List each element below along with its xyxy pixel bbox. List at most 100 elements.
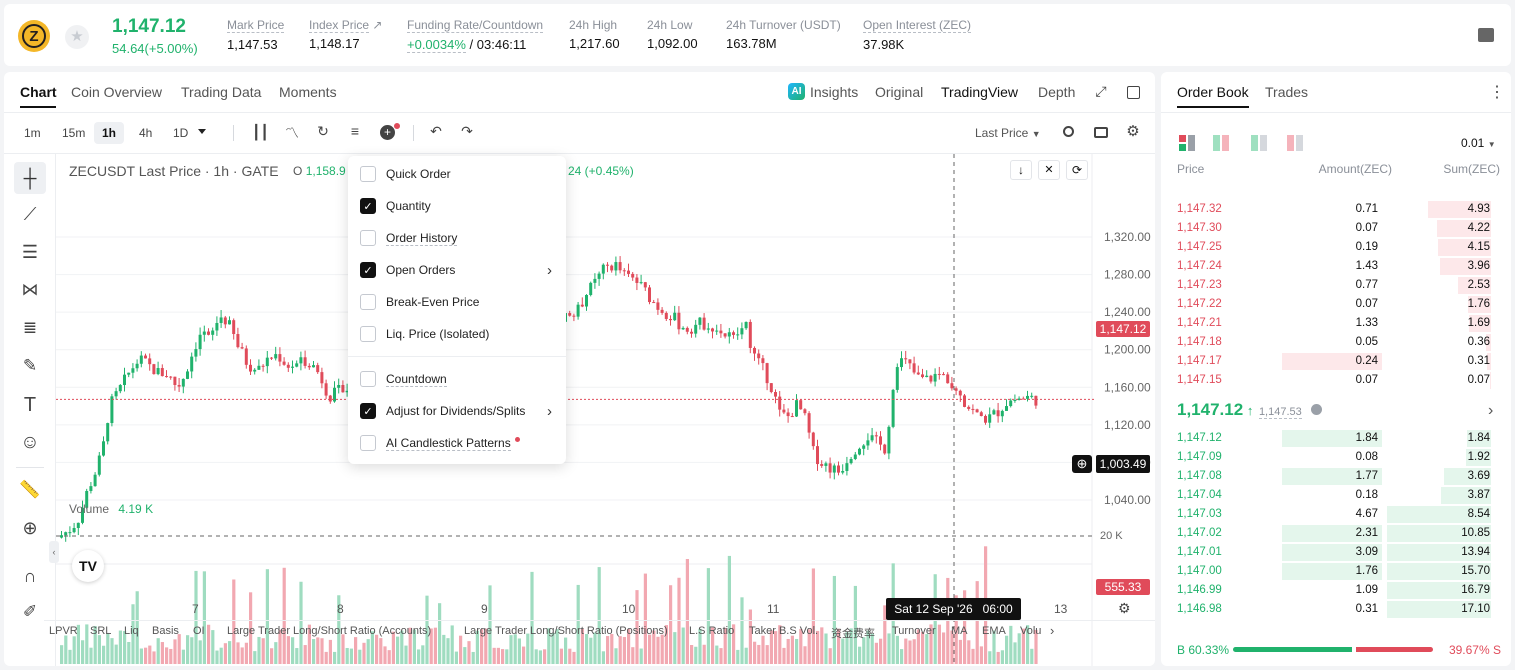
indicator-tab[interactable]: OI xyxy=(193,625,205,637)
indicator-tab[interactable]: Volu xyxy=(1020,625,1042,637)
replay-icon[interactable]: ↻ xyxy=(317,123,329,139)
fib-tool-icon[interactable]: ≣ xyxy=(22,318,38,337)
view-both-icon[interactable] xyxy=(1179,135,1195,151)
checkbox[interactable] xyxy=(360,326,376,342)
menu-item-order-history[interactable]: Order History xyxy=(348,222,566,254)
text-tool-icon[interactable]: T xyxy=(23,394,37,416)
indicator-tab[interactable]: Large Trader Long/Short Ratio (Positions… xyxy=(464,625,668,637)
indicator-tab[interactable]: 资金费率 xyxy=(831,628,875,640)
chart-settings-icon[interactable]: ⚙ xyxy=(1118,600,1131,616)
price-chart[interactable]: 1,320.00 1,280.00 1,240.00 1,200.00 1,160.00… xyxy=(56,154,1155,666)
tab-coin-overview[interactable]: Coin Overview xyxy=(71,84,163,100)
mid-price[interactable]: 1,147.12 ↑ 1,147.53 xyxy=(1177,400,1323,420)
window-icon[interactable] xyxy=(1127,86,1140,99)
settings-gear-icon[interactable]: ⚙ xyxy=(1126,123,1140,140)
checkbox[interactable] xyxy=(360,294,376,310)
checkbox[interactable] xyxy=(360,166,376,182)
pattern-tool-icon[interactable]: ⋈ xyxy=(21,280,39,299)
zoom-in-tool-icon[interactable]: ⊕ xyxy=(22,518,38,538)
interval-1m[interactable]: 1m xyxy=(24,126,41,140)
more-options-icon[interactable]: ⋮ xyxy=(1489,84,1505,101)
crosshair-add-icon[interactable]: ⊕ xyxy=(1072,455,1092,473)
bid-row[interactable]: 1,147.03 4.67 8.54 xyxy=(1161,505,1501,524)
interval-1h[interactable]: 1h xyxy=(94,122,125,144)
bid-row[interactable]: 1,147.08 1.77 3.69 xyxy=(1161,467,1501,486)
eraser-tool-icon[interactable]: ✐ xyxy=(22,602,38,621)
indicator-tab[interactable]: EMA xyxy=(982,625,1006,637)
camera-icon[interactable] xyxy=(1094,127,1108,138)
templates-icon[interactable]: ≡ xyxy=(350,123,360,139)
ask-row[interactable]: 1,147.23 0.77 2.53 xyxy=(1161,276,1501,295)
tab-moments[interactable]: Moments xyxy=(279,84,337,100)
book-icon[interactable] xyxy=(1478,28,1494,42)
bid-row[interactable]: 1,147.04 0.18 3.87 xyxy=(1161,486,1501,505)
menu-item-liq-price[interactable]: Liq. Price (Isolated) xyxy=(348,318,566,350)
ask-row[interactable]: 1,147.24 1.43 3.96 xyxy=(1161,257,1501,276)
indicator-tab[interactable]: Large Trader Long/Short Ratio (Accounts) xyxy=(227,625,432,637)
view-insights[interactable]: Insights xyxy=(810,84,859,100)
stat-index-price[interactable]: Index Price ↗ 1,148.17 xyxy=(309,18,383,51)
candle-type-icon[interactable]: ┃┃ xyxy=(252,124,269,140)
indicator-tab[interactable]: Basis xyxy=(152,625,179,637)
expand-icon[interactable]: ⤢ xyxy=(1095,83,1107,99)
precision-select[interactable]: 0.01 ▼ xyxy=(1461,136,1496,150)
ask-row[interactable]: 1,147.17 0.24 0.31 xyxy=(1161,352,1501,371)
bid-row[interactable]: 1,147.09 0.08 1.92 xyxy=(1161,448,1501,467)
chevron-right-icon[interactable]: › xyxy=(1488,402,1494,419)
brush-tool-icon[interactable]: ✎ xyxy=(22,356,38,375)
search-icon[interactable] xyxy=(1063,126,1074,137)
view-bids-icon[interactable] xyxy=(1251,135,1267,151)
bid-row[interactable]: 1,147.02 2.31 10.85 xyxy=(1161,524,1501,543)
ask-row[interactable]: 1,147.18 0.05 0.36 xyxy=(1161,333,1501,352)
checkbox-checked[interactable]: ✓ xyxy=(360,403,376,419)
tab-chart[interactable]: Chart xyxy=(20,84,57,100)
ask-row[interactable]: 1,147.25 0.19 4.15 xyxy=(1161,238,1501,257)
indicator-tab[interactable]: LPVR xyxy=(49,625,78,637)
ask-row[interactable]: 1,147.15 0.07 0.07 xyxy=(1161,371,1501,390)
reset-chart-icon[interactable]: ⟳ xyxy=(1066,160,1088,180)
indicator-tab[interactable]: SRL xyxy=(90,625,112,637)
interval-4h[interactable]: 4h xyxy=(139,126,153,140)
interval-dropdown-icon[interactable] xyxy=(198,129,206,134)
collapse-toolbar-icon[interactable]: ‹ xyxy=(49,541,59,563)
bid-row[interactable]: 1,147.00 1.76 15.70 xyxy=(1161,562,1501,581)
tab-trades[interactable]: Trades xyxy=(1265,84,1309,100)
emoji-tool-icon[interactable]: ☺ xyxy=(20,432,40,453)
menu-item-countdown[interactable]: Countdown xyxy=(348,363,566,395)
checkbox[interactable] xyxy=(360,230,376,246)
favorite-star-icon[interactable]: ★ xyxy=(65,25,89,49)
menu-item-ai-candlestick[interactable]: AI Candlestick Patterns xyxy=(348,427,566,459)
checkbox[interactable] xyxy=(360,371,376,387)
bid-row[interactable]: 1,147.01 3.09 13.94 xyxy=(1161,543,1501,562)
indicator-tab[interactable]: L.S Ratio xyxy=(689,625,735,637)
checkbox[interactable] xyxy=(360,435,376,451)
indicator-tab[interactable]: Turnover xyxy=(892,625,936,637)
magnet-tool-icon[interactable]: ∩ xyxy=(23,566,37,586)
menu-item-open-orders[interactable]: ✓ Open Orders › xyxy=(348,254,566,286)
external-link-icon[interactable]: ↗ xyxy=(372,18,383,32)
indicators-icon[interactable]: 〽 xyxy=(285,125,299,141)
chevron-right-icon[interactable]: › xyxy=(1050,623,1055,638)
view-tradingview[interactable]: TradingView xyxy=(941,84,1019,100)
tab-order-book[interactable]: Order Book xyxy=(1177,84,1249,100)
interval-15m[interactable]: 15m xyxy=(62,126,86,140)
view-asks-icon[interactable] xyxy=(1287,135,1303,151)
menu-item-adjust-dividends[interactable]: ✓ Adjust for Dividends/Splits › xyxy=(348,395,566,427)
crosshair-tool-icon[interactable]: ┼ xyxy=(14,162,46,194)
menu-item-quantity[interactable]: ✓ Quantity xyxy=(348,190,566,222)
tab-trading-data[interactable]: Trading Data xyxy=(181,84,262,100)
view-original[interactable]: Original xyxy=(875,84,924,100)
menu-item-quick-order[interactable]: Quick Order xyxy=(348,158,566,190)
bid-row[interactable]: 1,146.99 1.09 16.79 xyxy=(1161,581,1501,600)
ask-row[interactable]: 1,147.32 0.71 4.93 xyxy=(1161,200,1501,219)
ask-row[interactable]: 1,147.30 0.07 4.22 xyxy=(1161,219,1501,238)
indicator-tab[interactable]: Taker B.S Vol. xyxy=(749,625,819,637)
interval-1d[interactable]: 1D xyxy=(173,126,189,140)
ask-row[interactable]: 1,147.22 0.07 1.76 xyxy=(1161,295,1501,314)
undo-icon[interactable]: ↶ xyxy=(430,123,442,139)
menu-item-break-even[interactable]: Break-Even Price xyxy=(348,286,566,318)
view-split-icon[interactable] xyxy=(1213,135,1229,151)
indicator-tab[interactable]: MA xyxy=(951,625,968,637)
collapse-icon[interactable]: ✕ xyxy=(1038,160,1060,180)
view-depth[interactable]: Depth xyxy=(1038,84,1076,100)
